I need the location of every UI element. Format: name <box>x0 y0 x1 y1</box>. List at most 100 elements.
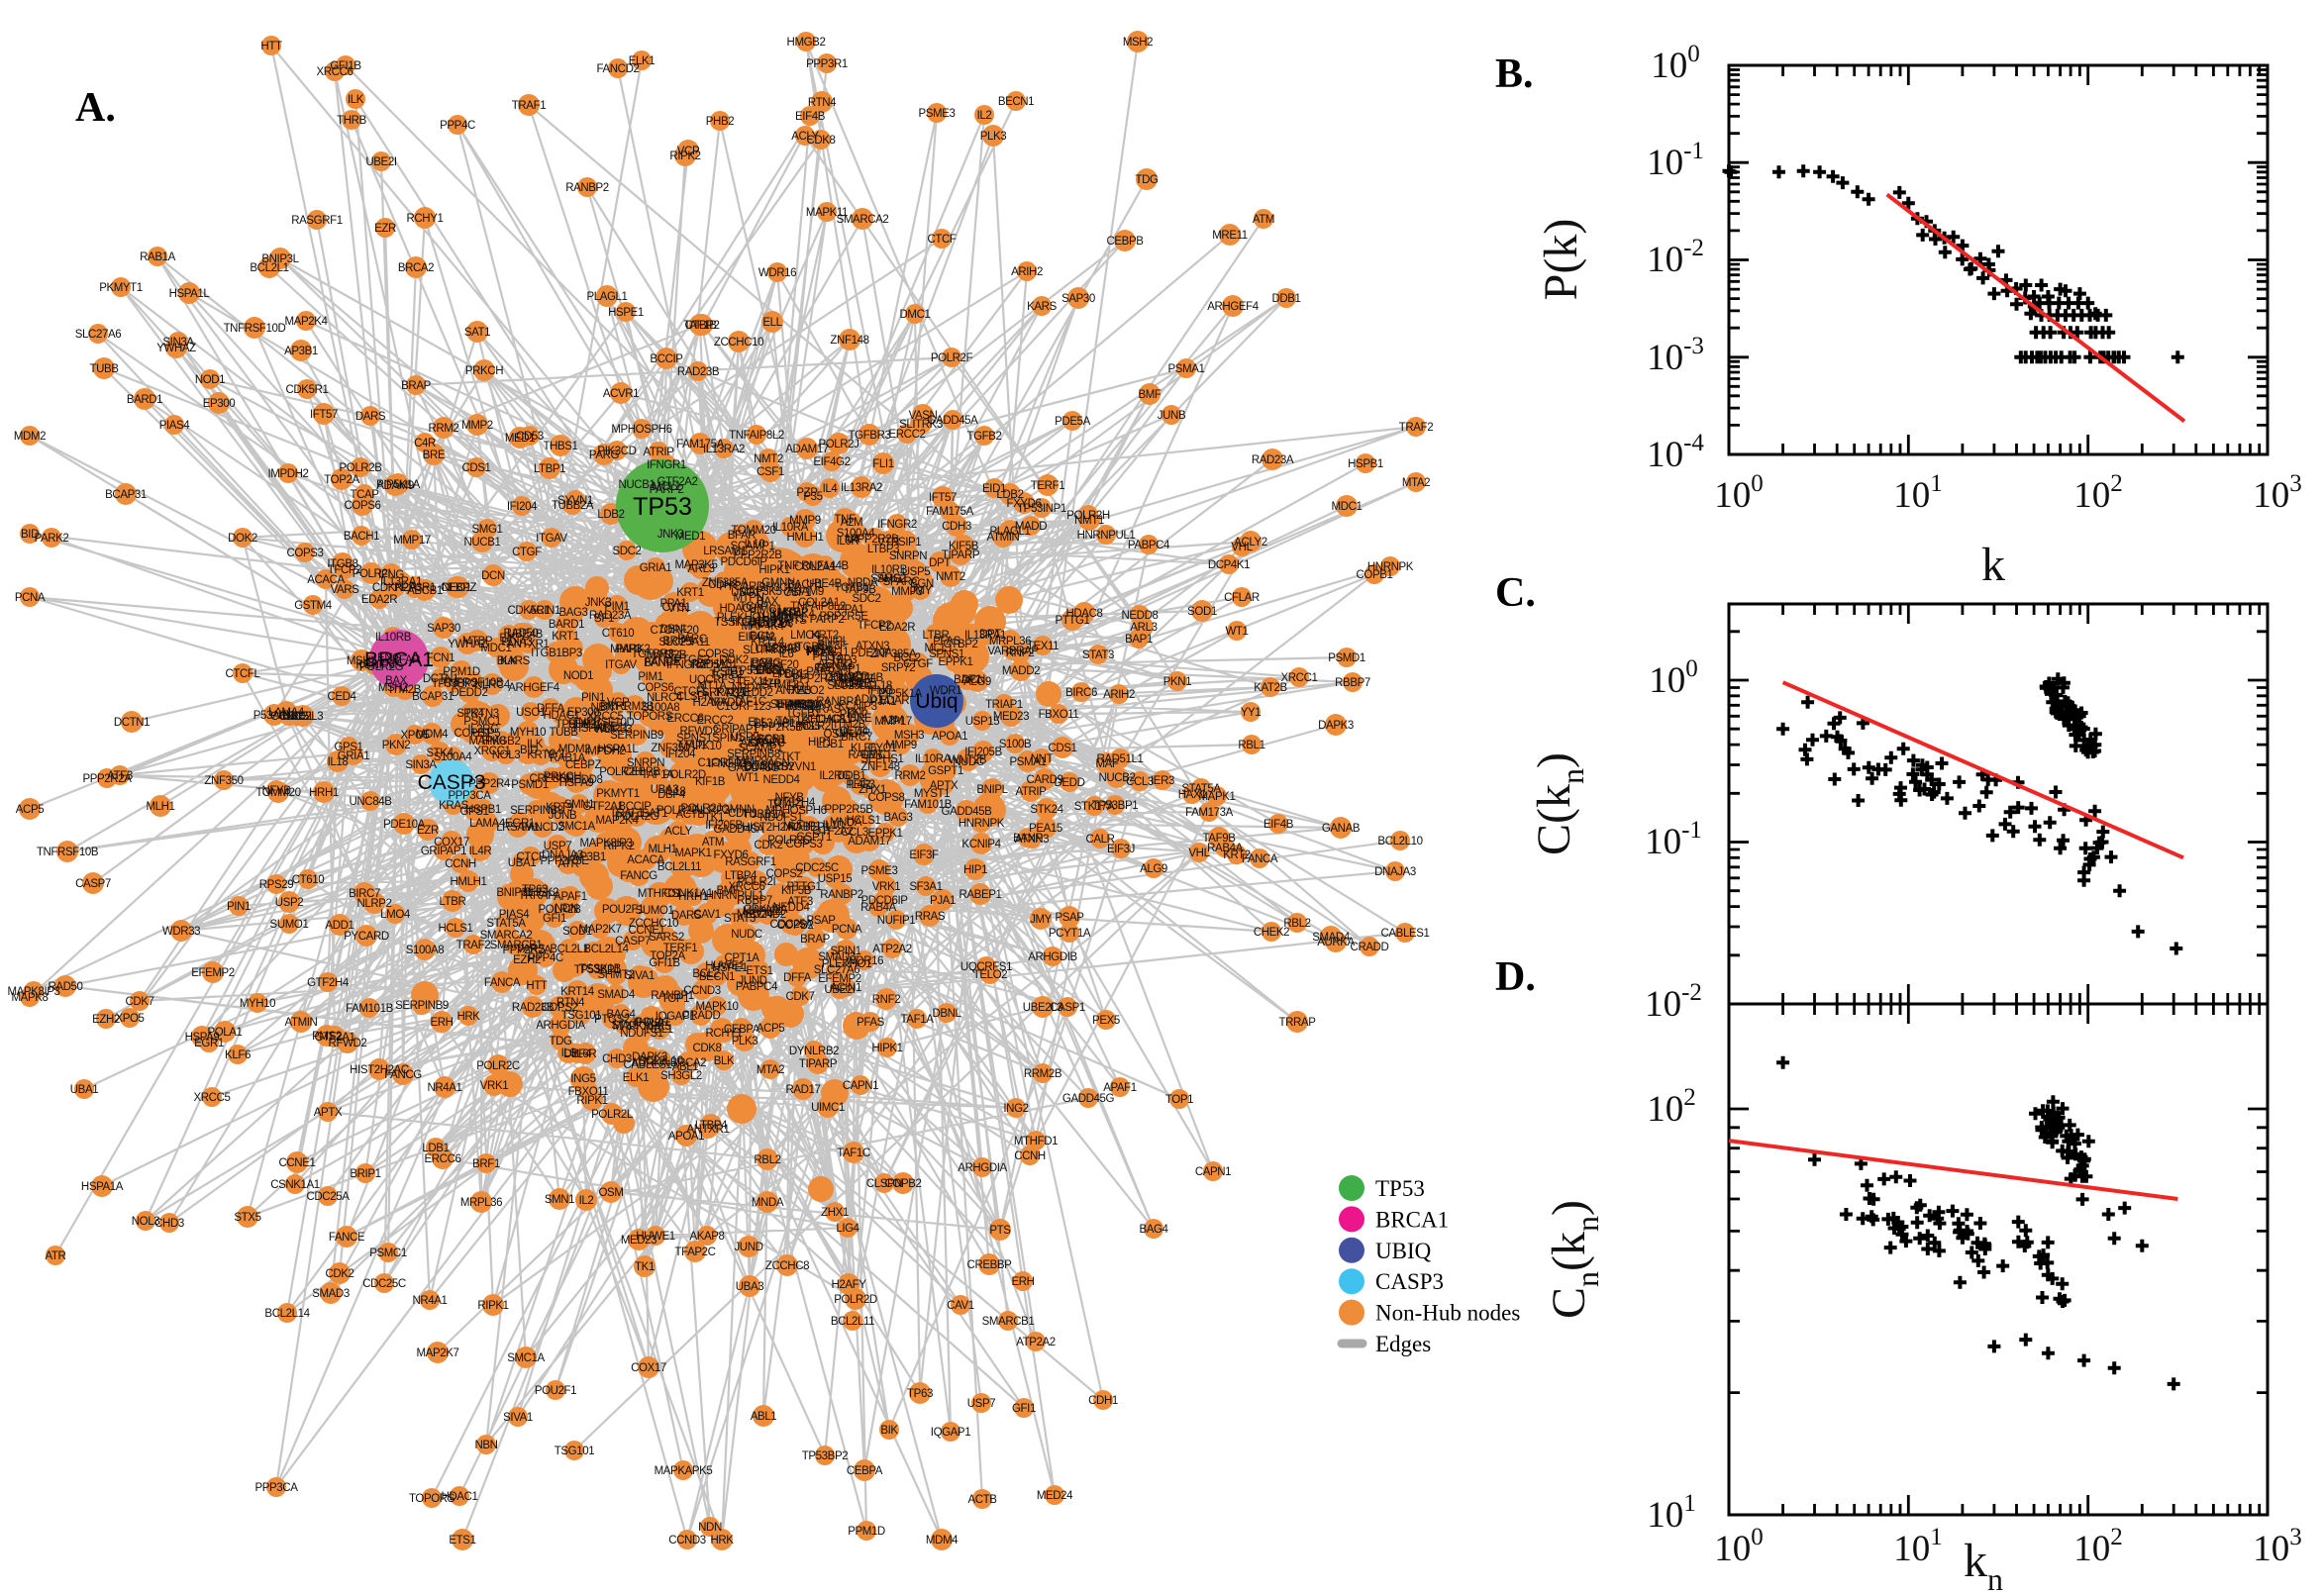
svg-text:EDA2R: EDA2R <box>361 594 397 606</box>
svg-text:RCHY1: RCHY1 <box>407 213 444 225</box>
svg-text:TRRAP: TRRAP <box>1279 1017 1317 1029</box>
svg-text:ING5: ING5 <box>570 1073 595 1085</box>
svg-text:CEBPA: CEBPA <box>847 1465 883 1477</box>
svg-text:PKMYT1: PKMYT1 <box>596 788 640 800</box>
svg-text:SPIN1: SPIN1 <box>830 946 860 957</box>
svg-text:PDIA3: PDIA3 <box>501 637 532 648</box>
svg-text:AP3B1: AP3B1 <box>284 346 318 357</box>
svg-text:RABEP1: RABEP1 <box>960 889 1002 901</box>
svg-text:SMAD4: SMAD4 <box>597 989 636 1001</box>
svg-text:RBBP7: RBBP7 <box>737 895 772 907</box>
svg-text:MRE11: MRE11 <box>1212 230 1248 242</box>
svg-text:PPP3CA: PPP3CA <box>255 1482 299 1494</box>
svg-text:SMARCA2: SMARCA2 <box>480 930 533 942</box>
svg-text:DYNLRB2: DYNLRB2 <box>789 1046 839 1057</box>
svg-text:TP53: TP53 <box>1375 1176 1425 1201</box>
svg-text:ACIN1: ACIN1 <box>830 982 861 994</box>
svg-text:COPS3: COPS3 <box>786 839 823 850</box>
svg-text:NUCB1: NUCB1 <box>464 537 501 549</box>
svg-text:EFEMP2: EFEMP2 <box>191 967 235 979</box>
svg-text:k: k <box>1981 539 2005 591</box>
svg-text:RAB4A: RAB4A <box>1207 843 1243 854</box>
svg-text:MED23: MED23 <box>993 711 1029 723</box>
svg-text:PPP3R1: PPP3R1 <box>806 58 848 70</box>
svg-text:CT610: CT610 <box>602 628 635 640</box>
svg-text:MAPK8IP3: MAPK8IP3 <box>579 838 632 849</box>
svg-text:DPT: DPT <box>929 557 951 569</box>
svg-text:HMLH1: HMLH1 <box>451 876 487 888</box>
svg-text:PSAP: PSAP <box>1055 912 1084 924</box>
svg-text:CTGF: CTGF <box>512 547 542 558</box>
svg-text:CEBPA: CEBPA <box>724 1024 760 1036</box>
svg-text:HIPK1: HIPK1 <box>758 564 789 576</box>
svg-text:MADD: MADD <box>1015 521 1047 533</box>
svg-text:THBS1: THBS1 <box>543 441 577 452</box>
svg-text:TIPARP: TIPARP <box>799 1058 838 1070</box>
svg-text:HNRNPK: HNRNPK <box>1367 561 1414 573</box>
svg-text:PIM1: PIM1 <box>604 601 629 613</box>
svg-text:PEG3: PEG3 <box>846 779 874 791</box>
svg-text:ITGAV: ITGAV <box>536 533 567 545</box>
svg-text:POLR2I: POLR2I <box>353 568 391 580</box>
svg-text:PARC: PARC <box>806 666 836 678</box>
svg-text:STAT3: STAT3 <box>1082 649 1114 661</box>
svg-text:SERPINB8: SERPINB8 <box>510 805 563 817</box>
svg-text:RAD23A: RAD23A <box>1252 454 1294 466</box>
svg-text:WDR16: WDR16 <box>758 267 796 279</box>
svg-text:EID1: EID1 <box>982 483 1006 495</box>
svg-text:IFI205B: IFI205B <box>964 747 1002 758</box>
svg-text:BIK: BIK <box>880 1425 898 1437</box>
svg-text:KAT2B: KAT2B <box>716 687 750 699</box>
svg-text:TAF1A: TAF1A <box>901 1014 935 1026</box>
svg-text:UBA3: UBA3 <box>736 1281 763 1293</box>
svg-text:UBA1: UBA1 <box>508 857 536 869</box>
svg-text:TOP1: TOP1 <box>1165 1094 1193 1106</box>
svg-text:BCAP31: BCAP31 <box>105 489 147 501</box>
svg-text:ABL1: ABL1 <box>751 1411 777 1423</box>
svg-text:MTA2: MTA2 <box>1402 477 1430 489</box>
svg-text:CSNK1A1: CSNK1A1 <box>270 1179 320 1191</box>
svg-text:DNAJA3: DNAJA3 <box>1374 866 1416 878</box>
svg-text:CDH1: CDH1 <box>1088 1395 1118 1407</box>
svg-text:NLRP2: NLRP2 <box>356 898 391 910</box>
svg-text:POLR2C: POLR2C <box>476 1060 520 1072</box>
svg-text:IFNGR2: IFNGR2 <box>877 519 917 531</box>
svg-text:TEX11: TEX11 <box>737 676 768 688</box>
svg-text:SAT1: SAT1 <box>464 327 490 339</box>
svg-text:VCP: VCP <box>607 697 630 709</box>
svg-text:TUBB: TUBB <box>89 363 119 375</box>
svg-text:RFWD2: RFWD2 <box>329 1038 367 1049</box>
svg-text:TAF1C: TAF1C <box>837 1147 870 1159</box>
svg-text:BCL2: BCL2 <box>692 968 719 980</box>
svg-text:RAB1A: RAB1A <box>550 752 585 764</box>
svg-text:KIF5B: KIF5B <box>949 541 979 552</box>
svg-text:XRCC6: XRCC6 <box>729 881 765 893</box>
svg-text:RRM2B: RRM2B <box>1024 1068 1062 1080</box>
svg-text:ATR: ATR <box>46 1250 66 1262</box>
svg-text:FBXO11: FBXO11 <box>1039 709 1079 721</box>
svg-text:DOK2: DOK2 <box>228 533 257 545</box>
svg-text:ELL: ELL <box>762 317 782 329</box>
svg-text:HTT: HTT <box>260 41 282 52</box>
svg-text:RRAS: RRAS <box>915 911 946 923</box>
svg-text:TERF1: TERF1 <box>663 943 697 954</box>
svg-text:ILK: ILK <box>348 94 364 106</box>
svg-text:BAG4: BAG4 <box>1139 1224 1168 1236</box>
svg-text:RAB1A: RAB1A <box>140 251 175 263</box>
svg-text:HRH1: HRH1 <box>309 787 339 799</box>
svg-text:KRT9: KRT9 <box>527 749 555 761</box>
svg-text:RPS29: RPS29 <box>259 879 293 891</box>
svg-text:BRF1: BRF1 <box>472 1158 500 1170</box>
svg-text:STK24: STK24 <box>1030 804 1063 816</box>
svg-text:COPS2: COPS2 <box>542 1002 578 1014</box>
svg-text:IL10RA: IL10RA <box>772 522 809 534</box>
svg-text:TRRAP: TRRAP <box>519 890 556 902</box>
svg-text:ATXN3: ATXN3 <box>1015 834 1049 846</box>
svg-text:LDB2: LDB2 <box>597 509 624 521</box>
svg-text:IFT57: IFT57 <box>310 409 338 421</box>
svg-text:RBL2: RBL2 <box>1283 918 1310 930</box>
svg-text:NMT2: NMT2 <box>754 453 783 465</box>
svg-text:HRK: HRK <box>456 1011 480 1023</box>
svg-text:RTN4: RTN4 <box>808 97 837 109</box>
svg-text:ATMIN: ATMIN <box>285 1017 318 1029</box>
